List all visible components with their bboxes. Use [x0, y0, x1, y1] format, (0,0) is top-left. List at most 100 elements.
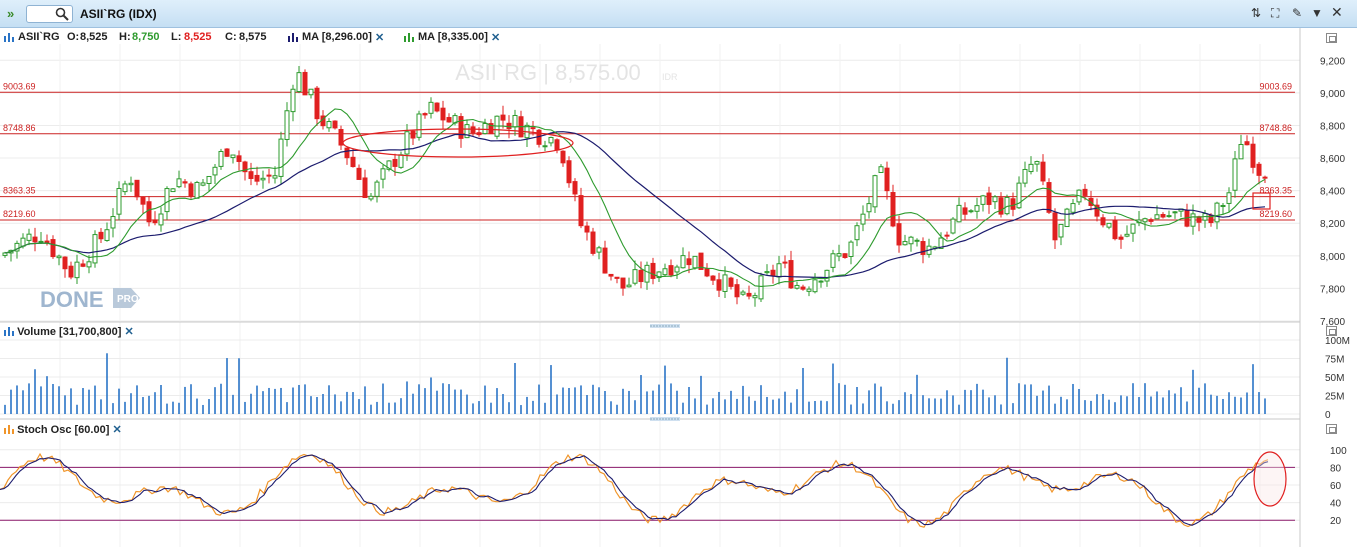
candle-body: [1154, 214, 1160, 220]
candle-body: [170, 188, 176, 193]
candle-body: [614, 276, 620, 279]
logo-badge: PRO: [117, 294, 139, 305]
resize-grip-icon[interactable]: [650, 324, 680, 328]
candle-body: [872, 175, 878, 208]
candle-body: [854, 225, 860, 241]
candle-body: [464, 124, 470, 139]
volume-tick-label: 75M: [1325, 355, 1344, 366]
candle-body: [608, 273, 614, 277]
candle-body: [428, 101, 434, 114]
candle-body: [122, 183, 128, 193]
candle-body: [2, 252, 8, 256]
candle-body: [284, 110, 290, 140]
level-label-right: 8748.86: [1259, 123, 1292, 133]
candle-body: [308, 88, 314, 96]
candle-body: [1052, 212, 1058, 241]
remove-volume-icon[interactable]: ✕: [124, 326, 134, 338]
settings-icon[interactable]: ✎: [1292, 6, 1303, 20]
candle-body: [938, 237, 944, 249]
candle-body: [440, 107, 446, 121]
level-label-right: 8219.60: [1259, 209, 1292, 219]
low-value: 8,525: [184, 31, 212, 43]
maximize-price-panel-icon[interactable]: [1326, 33, 1337, 43]
title-bar: » ASII`RG (IDX) ⇅ ⛶ ✎ ▼ ✕: [0, 0, 1357, 28]
volume-tick-label: 25M: [1325, 392, 1344, 403]
candle-body: [278, 138, 284, 177]
candle-body: [998, 197, 1004, 215]
candle-body: [368, 195, 374, 200]
symbol-search-input[interactable]: [26, 5, 73, 23]
remove-ma-long-icon[interactable]: ✕: [375, 32, 385, 44]
logo-text: DONE: [40, 287, 104, 312]
price-axis: 9,200 9,000 8,800 8,600 8,400 8,200 8,000 7,800…: [1320, 56, 1345, 328]
candle-body: [1082, 188, 1088, 196]
legend-symbol: ASII`RG: [18, 31, 60, 43]
candle-body: [434, 102, 440, 112]
candle-body: [530, 127, 536, 130]
candle-body: [38, 240, 44, 243]
candle-body: [410, 130, 416, 139]
candle-body: [602, 247, 608, 274]
resize-grip-icon[interactable]: [650, 417, 680, 421]
candle-body: [476, 132, 482, 136]
candle-body: [98, 231, 104, 240]
candle-body: [92, 234, 98, 264]
candle-body: [326, 121, 332, 129]
candle-body: [560, 150, 566, 164]
ma-short-label: MA [8,335.00]: [418, 31, 488, 43]
candle-body: [302, 71, 308, 96]
candle-body: [110, 216, 116, 229]
candle-body: [458, 116, 464, 139]
candle-body: [788, 260, 794, 289]
remove-ma-short-icon[interactable]: ✕: [491, 32, 501, 44]
candle-body: [974, 205, 980, 212]
candle-body: [902, 241, 908, 246]
chevron-down-icon[interactable]: ▼: [1311, 6, 1323, 20]
close-icon[interactable]: ✕: [1331, 4, 1343, 20]
candle-body: [80, 263, 86, 267]
volume-tick-label: 100M: [1325, 336, 1350, 347]
candle-body: [716, 279, 722, 291]
close-value: 8,575: [239, 31, 267, 43]
candle-body: [128, 182, 134, 186]
candle-body: [764, 271, 770, 274]
candle-body: [542, 145, 548, 148]
maximize-stoch-panel-icon[interactable]: [1326, 424, 1337, 434]
volume-label: Volume [31,700,800]: [17, 326, 122, 338]
maximize-volume-panel-icon[interactable]: [1326, 326, 1337, 336]
candle-body: [650, 262, 656, 279]
candle-body: [152, 219, 158, 224]
candle-body: [590, 231, 596, 254]
remove-stoch-icon[interactable]: ✕: [112, 424, 122, 436]
candle-body: [704, 268, 710, 277]
candle-body: [224, 148, 230, 157]
candle-body: [992, 196, 998, 203]
stoch-grid: [0, 449, 1300, 521]
resize-icon[interactable]: ⛶: [1271, 6, 1280, 20]
candle-body: [386, 160, 392, 170]
ohlc-legend: ASII`RG O: 8,525 H: 8,750 L: 8,525 C: 8,…: [0, 29, 1300, 45]
candle-body: [14, 242, 20, 252]
candle-body: [362, 177, 368, 199]
consolidation-ellipse: [342, 128, 574, 158]
candle-body: [1064, 208, 1070, 228]
candle-body: [272, 175, 278, 179]
expand-panel-icon[interactable]: »: [7, 6, 15, 21]
candle-body: [1232, 158, 1238, 191]
candle-body: [794, 284, 800, 289]
search-icon[interactable]: [55, 7, 69, 21]
candle-body: [1118, 236, 1124, 240]
volume-tick-label: 50M: [1325, 373, 1344, 384]
price-tick-label: 8,000: [1320, 252, 1345, 263]
candle-body: [188, 183, 194, 197]
level-label-right: 9003.69: [1259, 81, 1292, 91]
candle-body: [1220, 205, 1226, 208]
candle-body: [668, 265, 674, 276]
candle-body: [746, 292, 752, 297]
candle-body: [206, 175, 212, 184]
price-tick-label: 8,800: [1320, 121, 1345, 132]
level-label-left: 8363.35: [3, 186, 36, 196]
candle-body: [680, 255, 686, 269]
sort-icon[interactable]: ⇅: [1251, 6, 1262, 20]
